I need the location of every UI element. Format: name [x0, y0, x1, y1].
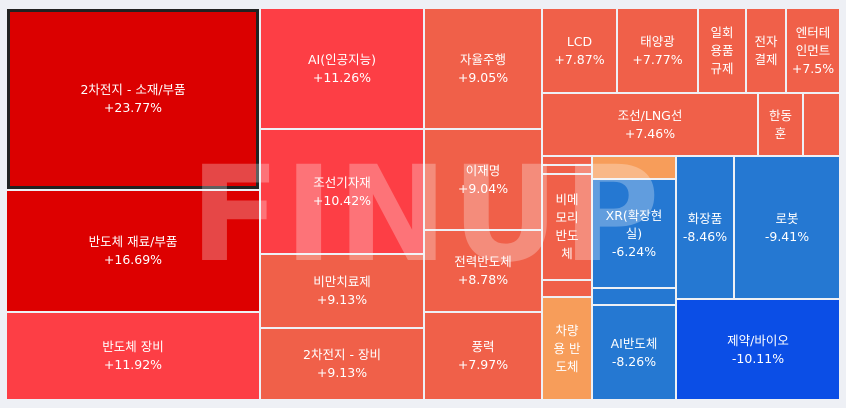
- cell-value: -9.41%: [764, 228, 810, 244]
- treemap-cell[interactable]: 전자 결제: [747, 9, 785, 92]
- treemap-cell[interactable]: 화장품 -8.46%: [677, 157, 733, 298]
- cell-label: 전력반도체: [454, 254, 512, 269]
- cell-value: +9.13%: [316, 365, 368, 380]
- cell-value: +8.78%: [457, 272, 509, 287]
- treemap-cell[interactable]: [593, 157, 675, 178]
- cell-label: 로봇: [775, 210, 799, 226]
- cell-value: +7.97%: [457, 357, 509, 372]
- treemap-cell[interactable]: 자율주행 +9.05%: [425, 9, 541, 128]
- cell-value: +10.42%: [312, 192, 372, 208]
- treemap-cell[interactable]: 조선기자재 +10.42%: [261, 130, 423, 253]
- treemap-cell[interactable]: 이재명 +9.04%: [425, 130, 541, 229]
- treemap-cell[interactable]: AI반도체 -8.26%: [593, 306, 675, 399]
- treemap-cell[interactable]: 전력반도체 +8.78%: [425, 231, 541, 311]
- cell-label: XR(확장현 실): [605, 207, 663, 241]
- cell-label: LCD: [566, 33, 593, 49]
- cell-value: -6.24%: [611, 243, 657, 259]
- cell-label: 풍력: [471, 339, 495, 354]
- treemap-cell[interactable]: [804, 94, 839, 155]
- treemap-cell[interactable]: 엔터테 인먼트 +7.5%: [787, 9, 839, 92]
- treemap-cell[interactable]: 로봇 -9.41%: [735, 157, 839, 298]
- cell-label: 태양광: [640, 33, 675, 49]
- cell-value: +7.46%: [624, 125, 676, 141]
- treemap-cell[interactable]: 차량 용 반 도체: [543, 298, 591, 399]
- cell-label: 반도체 재료/부품: [88, 234, 178, 249]
- cell-label: 이재명: [465, 162, 501, 178]
- treemap-cell[interactable]: 2차전지 - 장비 +9.13%: [261, 329, 423, 399]
- treemap-cell[interactable]: LCD +7.87%: [543, 9, 616, 92]
- cell-label: 조선기자재: [313, 174, 371, 190]
- treemap-cell[interactable]: 제약/바이오 -10.11%: [677, 300, 839, 399]
- treemap-cell[interactable]: 풍력 +7.97%: [425, 313, 541, 399]
- cell-label: 한동 훈: [768, 107, 792, 141]
- treemap-cell[interactable]: 반도체 재료/부품 +16.69%: [7, 191, 259, 311]
- cell-value: +23.77%: [103, 100, 163, 115]
- cell-value: +16.69%: [103, 252, 163, 267]
- treemap-cell[interactable]: [543, 281, 591, 296]
- treemap-cell[interactable]: XR(확장현 실) -6.24%: [593, 180, 675, 287]
- cell-label: 조선/LNG선: [617, 107, 683, 123]
- cell-value: +9.04%: [457, 180, 509, 196]
- cell-label: AI반도체: [610, 335, 658, 351]
- treemap-cell[interactable]: 조선/LNG선 +7.46%: [543, 94, 757, 155]
- cell-value: +9.13%: [316, 292, 368, 307]
- cell-label: 엔터테 인먼트: [795, 24, 831, 58]
- cell-value: -10.11%: [731, 350, 785, 366]
- cell-label: 일회 용품 규제: [710, 24, 734, 76]
- cell-label: 2차전지 - 소재/부품: [80, 82, 186, 97]
- treemap-cell[interactable]: [593, 289, 675, 304]
- cell-label: 2차전지 - 장비: [303, 347, 381, 362]
- cell-value: +7.87%: [554, 51, 605, 67]
- treemap-cell[interactable]: 태양광 +7.77%: [618, 9, 697, 92]
- treemap-cell[interactable]: [543, 166, 591, 173]
- cell-value: -8.46%: [682, 228, 728, 244]
- treemap-cell[interactable]: AI(인공지능) +11.26%: [261, 9, 423, 128]
- cell-value: -8.26%: [611, 353, 657, 369]
- cell-label: 비만치료제: [313, 274, 371, 289]
- cell-label: 화장품: [687, 210, 723, 226]
- treemap-cell[interactable]: 비만치료제 +9.13%: [261, 255, 423, 327]
- treemap-cell[interactable]: [543, 157, 591, 164]
- cell-value: +9.05%: [457, 69, 509, 85]
- cell-label: 전자 결제: [754, 33, 778, 67]
- treemap-cell[interactable]: 비메 모리 반도 체: [543, 175, 591, 279]
- cell-label: 반도체 장비: [102, 339, 164, 354]
- treemap-cell[interactable]: 한동 훈: [759, 94, 802, 155]
- cell-value: +11.92%: [103, 357, 163, 372]
- cell-label: 비메 모리 반도 체: [555, 192, 579, 261]
- treemap-cell[interactable]: 일회 용품 규제: [699, 9, 745, 92]
- cell-label: 차량 용 반 도체: [553, 322, 581, 374]
- cell-label: AI(인공지능): [308, 51, 376, 67]
- cell-value: +7.5%: [791, 60, 835, 76]
- cell-value: +11.26%: [312, 69, 372, 85]
- cell-label: 자율주행: [459, 51, 506, 67]
- treemap-cell[interactable]: 반도체 장비 +11.92%: [7, 313, 259, 399]
- treemap-cell[interactable]: 2차전지 - 소재/부품 +23.77%: [7, 9, 259, 189]
- cell-label: 제약/바이오: [727, 332, 789, 348]
- cell-value: +7.77%: [632, 51, 683, 67]
